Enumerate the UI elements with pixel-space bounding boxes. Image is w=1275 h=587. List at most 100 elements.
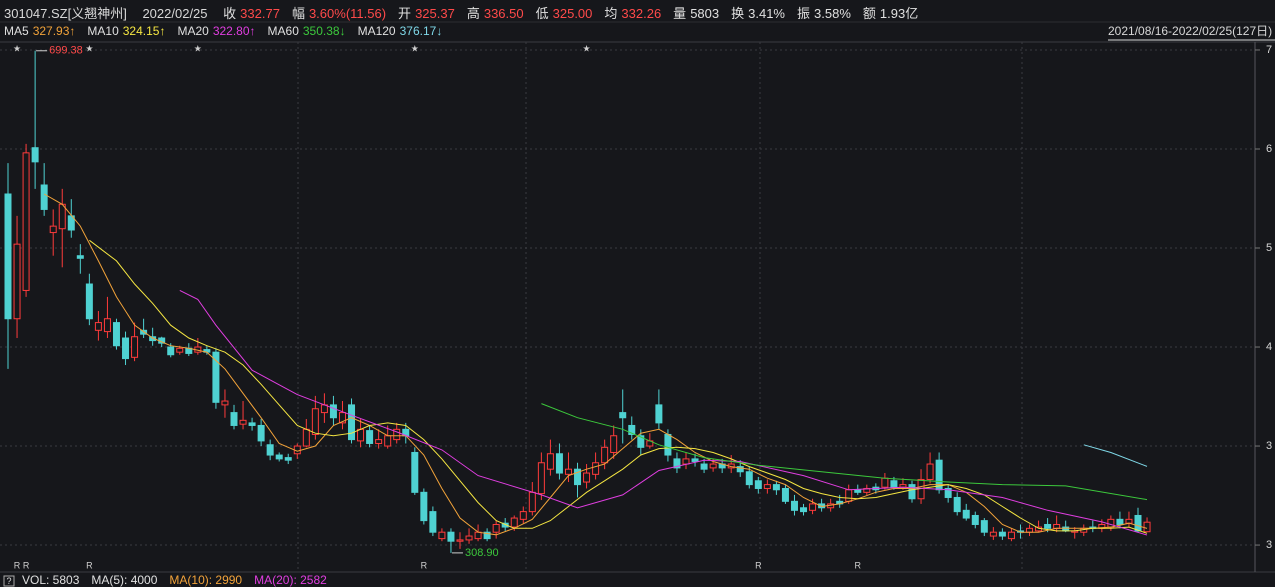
quote-label: 换 <box>731 6 745 21</box>
candle-body <box>420 491 428 522</box>
candle-body <box>122 337 130 360</box>
candle-body <box>655 404 663 424</box>
quote-value: 5803 <box>690 6 720 21</box>
candle-body <box>790 500 798 511</box>
candle-body <box>375 439 383 444</box>
candle-body <box>447 531 455 542</box>
quote-label: 收 <box>223 6 237 21</box>
candle-body <box>944 487 952 498</box>
candle-body <box>736 466 744 473</box>
candle-body <box>284 457 292 461</box>
candle-body <box>384 435 392 447</box>
quote-value: 3.60%(11.56) <box>308 6 387 21</box>
candle-body <box>953 496 961 513</box>
event-marker: R <box>86 560 93 570</box>
candle-body <box>483 531 491 540</box>
quote-label: 额 <box>862 6 876 21</box>
candle-body <box>456 539 464 542</box>
candle-body <box>176 347 184 353</box>
candle-body <box>800 507 808 513</box>
legend-value: 350.38↓ <box>302 24 346 38</box>
candle-body <box>1044 523 1052 529</box>
candle-body <box>140 329 148 335</box>
y-tick-label: 3 <box>1266 440 1272 452</box>
candle-body <box>239 419 247 425</box>
candle-body <box>1143 521 1151 533</box>
candle-body <box>592 462 600 475</box>
help-icon[interactable]: ? <box>6 576 11 586</box>
y-tick-label: 6 <box>1266 143 1272 155</box>
candle-body <box>357 428 365 442</box>
candle-body <box>366 430 374 444</box>
candle-body <box>94 322 102 331</box>
quote-label: 振 <box>797 6 811 21</box>
candle-body <box>1107 518 1115 528</box>
volume-text: MA(10): 2990 <box>169 573 243 587</box>
candle-body <box>574 468 582 486</box>
ma-line <box>89 239 1148 534</box>
candle-body <box>745 471 753 486</box>
candle-body <box>610 435 618 453</box>
event-marker: ★ <box>411 43 419 53</box>
candle-body <box>673 458 681 469</box>
candle-body <box>112 322 120 347</box>
candle-body <box>854 489 862 493</box>
quote-label: 开 <box>398 6 412 21</box>
candle-body <box>809 503 817 511</box>
event-marker: ★ <box>13 43 21 53</box>
candle-body <box>492 523 500 533</box>
event-marker: R <box>14 560 21 570</box>
event-marker: R <box>421 560 428 570</box>
candle-body <box>85 283 93 320</box>
candle-body <box>338 412 346 424</box>
candle-body <box>76 255 84 259</box>
candle-body <box>546 453 554 470</box>
y-tick-label: 3 <box>1266 539 1272 551</box>
candle-body <box>31 147 39 163</box>
help-box[interactable] <box>3 575 15 587</box>
legend-name: MA120 <box>357 24 396 38</box>
candle-body <box>537 462 545 495</box>
volume-text: MA(5): 4000 <box>91 573 158 587</box>
candle-body <box>266 444 274 456</box>
candle-body <box>1125 518 1133 524</box>
candle-body <box>1007 531 1015 540</box>
event-marker: ★ <box>194 43 202 53</box>
legend-value: 327.93↑ <box>32 24 76 38</box>
candle-body <box>519 511 527 520</box>
candle-body <box>564 468 572 475</box>
candle-body <box>763 484 771 489</box>
candle-body <box>772 484 780 491</box>
y-tick-label: 7 <box>1266 44 1272 56</box>
annotation: 308.90 <box>465 547 499 559</box>
candle-body <box>465 535 473 541</box>
y-tick-label: 5 <box>1266 242 1272 254</box>
ma-line <box>541 403 1148 501</box>
ma-line <box>179 289 1148 536</box>
candle-body <box>601 446 609 464</box>
candle-body <box>149 336 157 342</box>
annotation: 699.38 <box>49 45 83 57</box>
quote-value: 325.37 <box>415 6 455 21</box>
date: 2022/02/25 <box>142 6 208 21</box>
candle-body <box>962 509 970 519</box>
quote-value: 336.50 <box>483 6 524 21</box>
quote-value: 3.41% <box>748 6 785 21</box>
event-marker: R <box>23 560 30 570</box>
ma-line <box>43 193 1148 536</box>
candle-body <box>474 531 482 540</box>
candle-body <box>845 489 853 502</box>
candle-body <box>131 336 139 358</box>
legend-name: MA10 <box>87 24 119 38</box>
event-marker: R <box>755 560 762 570</box>
candle-body <box>971 514 979 525</box>
candle-body <box>275 454 283 460</box>
legend-value: 376.17↓ <box>399 24 443 38</box>
candle-body <box>103 318 111 333</box>
candle-body <box>429 511 437 533</box>
quote-value: 3.58% <box>814 6 851 21</box>
candle-body <box>781 487 789 502</box>
candle-body <box>908 484 916 500</box>
candle-body <box>13 243 21 320</box>
legend: MA5 327.93↑ MA10 324.15↑ MA20 322.80↑ MA60 350.… <box>4 24 454 38</box>
